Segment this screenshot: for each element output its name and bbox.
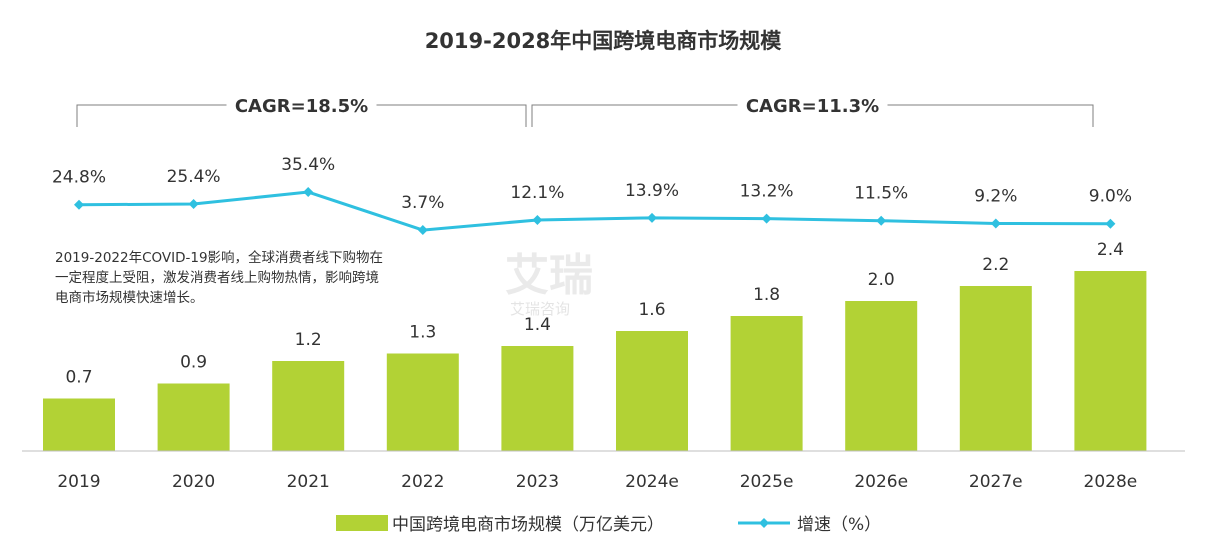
- legend-line-label: 增速（%）: [797, 515, 881, 535]
- x-tick-2027e: 2027e: [969, 472, 1023, 492]
- growth-label-2026e: 11.5%: [854, 184, 908, 204]
- growth-label-2022: 3.7%: [401, 193, 444, 213]
- bar-2020: [157, 383, 230, 451]
- bar-label-2023: 1.4: [524, 315, 551, 335]
- bar-2019: [43, 398, 115, 451]
- growth-label-2020: 25.4%: [167, 167, 221, 187]
- bar-label-2022: 1.3: [409, 323, 436, 343]
- growth-label-2027e: 9.2%: [974, 186, 1017, 206]
- bar-2021: [272, 361, 345, 451]
- watermark: 艾瑞 艾瑞咨询: [505, 250, 593, 318]
- cagr-bracket-right-2: [887, 104, 1094, 127]
- bar-2027e: [959, 286, 1032, 451]
- bar-series: 0.7 0.9 1.2 1.3 1.4 1.6 1.8 2.0 2.2 2.4: [43, 240, 1147, 451]
- bar-label-2027e: 2.2: [982, 255, 1009, 275]
- x-tick-2021: 2021: [287, 472, 330, 492]
- bar-label-2026e: 2.0: [868, 270, 895, 290]
- bar-2024e: [616, 331, 688, 451]
- x-tick-2023: 2023: [516, 472, 559, 492]
- legend-bar-label: 中国跨境电商市场规模（万亿美元）: [392, 515, 664, 535]
- growth-label-2023: 12.1%: [510, 183, 564, 203]
- x-tick-2026e: 2026e: [854, 472, 908, 492]
- cagr-brackets: CAGR=18.5% CAGR=11.3%: [76, 96, 1094, 127]
- growth-point-2026e: [876, 215, 887, 226]
- growth-point-2023: [532, 214, 543, 225]
- growth-point-2019: [74, 199, 84, 210]
- cagr-bracket-left-1: [76, 104, 227, 127]
- x-tick-2019: 2019: [57, 472, 100, 492]
- bar-label-2021: 1.2: [295, 330, 322, 350]
- x-tick-2025e: 2025e: [740, 472, 794, 492]
- bar-label-2020: 0.9: [180, 353, 207, 373]
- bar-2028e: [1074, 271, 1147, 451]
- annotation-line-2: 一定程度上受阻，激发消费者线上购物热情，影响跨境: [55, 270, 379, 286]
- legend-bar-swatch: [336, 515, 388, 531]
- bar-label-2028e: 2.4: [1097, 240, 1124, 260]
- bar-2026e: [845, 301, 918, 451]
- cagr-label-1: CAGR=18.5%: [235, 96, 368, 117]
- covid-annotation: 2019-2022年COVID-19影响，全球消费者线下购物在 一定程度上受阻，…: [55, 249, 383, 306]
- annotation-line-3: 电商市场规模快速增长。: [55, 289, 204, 306]
- bar-2023: [501, 346, 574, 451]
- cagr-label-2: CAGR=11.3%: [746, 96, 879, 117]
- growth-point-2024e: [647, 212, 657, 223]
- x-tick-2022: 2022: [401, 472, 444, 492]
- growth-point-2028e: [1105, 218, 1116, 229]
- growth-label-2021: 35.4%: [281, 155, 335, 175]
- legend: 中国跨境电商市场规模（万亿美元） 增速（%）: [336, 515, 881, 535]
- cagr-bracket-right-1: [376, 104, 527, 127]
- growth-point-2022: [417, 225, 428, 236]
- watermark-text: 艾瑞咨询: [510, 300, 570, 318]
- growth-label-2019: 24.8%: [52, 168, 106, 188]
- watermark-logo: 艾瑞: [505, 250, 593, 301]
- growth-point-2020: [188, 199, 199, 210]
- x-tick-2020: 2020: [172, 472, 215, 492]
- bar-label-2019: 0.7: [65, 368, 92, 388]
- x-axis-ticks: 2019 2020 2021 2022 2023 2024e 2025e 2026e 2027e…: [57, 472, 1137, 492]
- growth-point-2021: [303, 187, 314, 198]
- growth-label-2028e: 9.0%: [1089, 187, 1132, 207]
- cagr-bracket-left-2: [531, 104, 738, 127]
- growth-line: [78, 190, 1111, 232]
- bar-2025e: [730, 316, 803, 451]
- growth-line-series: 24.8% 25.4% 35.4% 3.7% 12.1% 13.9% 13.2% 11.5% 9…: [52, 155, 1132, 236]
- annotation-line-1: 2019-2022年COVID-19影响，全球消费者线下购物在: [55, 249, 383, 266]
- bar-label-2024e: 1.6: [638, 300, 665, 320]
- x-tick-2024e: 2024e: [625, 472, 679, 492]
- x-tick-2028e: 2028e: [1084, 472, 1138, 492]
- growth-label-2024e: 13.9%: [625, 181, 679, 201]
- bar-2022: [386, 353, 459, 451]
- bar-label-2025e: 1.8: [753, 285, 780, 305]
- growth-point-2027e: [990, 218, 1001, 229]
- chart-title: 2019-2028年中国跨境电商市场规模: [425, 29, 783, 53]
- growth-label-2025e: 13.2%: [740, 182, 794, 202]
- legend-line-marker: [759, 518, 769, 528]
- growth-point-2025e: [761, 213, 772, 224]
